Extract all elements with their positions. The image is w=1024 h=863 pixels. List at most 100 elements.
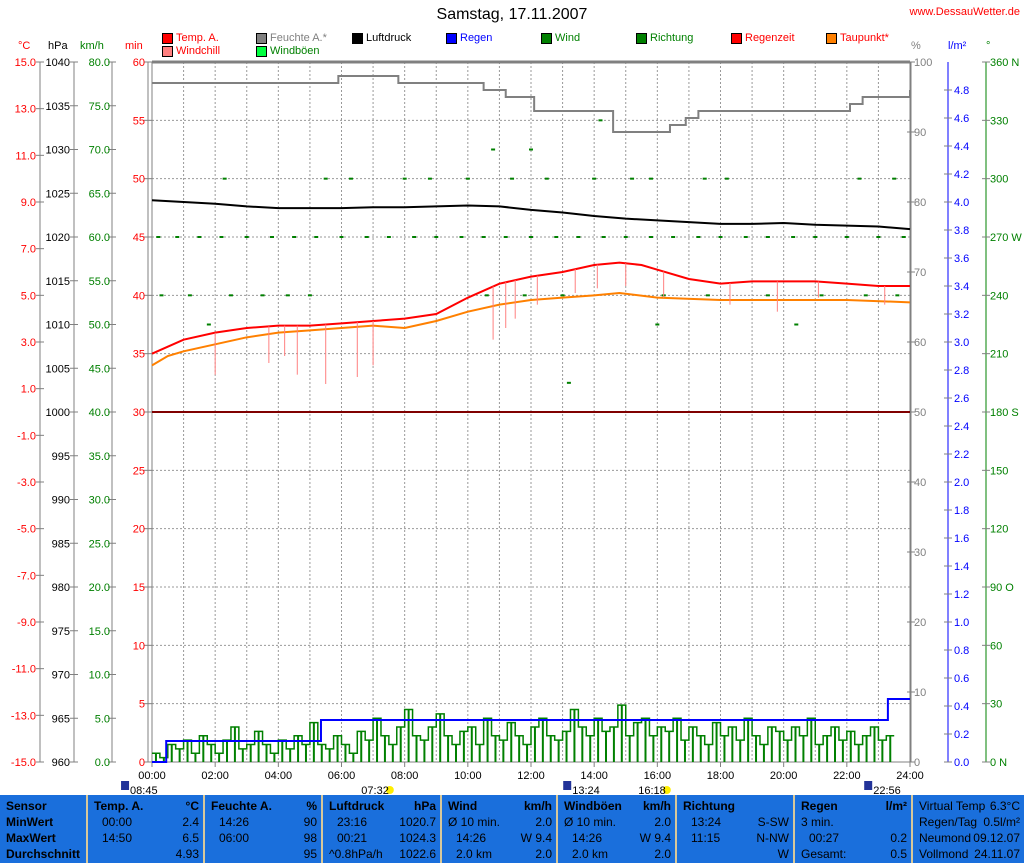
cell: 90 (303, 815, 317, 829)
direction-point (339, 236, 344, 238)
direction-point (364, 236, 369, 238)
unit-kmh: km/h (80, 40, 104, 52)
axis-tick-label-celsius: -7.0 (17, 570, 36, 582)
legend-swatch (446, 32, 457, 44)
x-tick-label: 00:00 (138, 770, 166, 782)
direction-point (175, 236, 180, 238)
direction-point (901, 236, 906, 238)
cell: 00:21 (337, 831, 368, 845)
axis-tick-label-hpa: 1040 (46, 57, 70, 69)
direction-point (314, 236, 319, 238)
axis-tick-label-percent: 80 (914, 197, 926, 209)
direction-point (655, 323, 660, 326)
axis-tick-label-kmh: 70.0 (89, 145, 110, 157)
sunset-icon (662, 786, 671, 794)
cell: °C (185, 799, 199, 813)
x-tick-label: 04:00 (265, 770, 293, 782)
axis-tick-label-percent: 0 (914, 757, 920, 769)
cell: MinWert (6, 815, 54, 829)
cell: 13:24 (691, 815, 722, 829)
direction-point (857, 177, 862, 180)
cell: 1024.3 (399, 831, 436, 845)
cell: Virtual Temp (919, 799, 986, 813)
moonrise-icon (563, 781, 572, 790)
axis-tick-label-percent: 60 (914, 337, 926, 349)
direction-point (630, 177, 635, 180)
direction-point (529, 236, 533, 238)
site-link[interactable]: www.DessauWetter.de (909, 6, 1020, 18)
cell: Feuchte A. (211, 799, 272, 813)
legend-item: Regenzeit (731, 32, 795, 44)
axis-tick-label-deg: 120 (990, 524, 1008, 536)
axis-tick-label-celsius: -1.0 (17, 430, 36, 442)
sun-moon-time: 16:18 (638, 785, 666, 795)
axis-tick-label-rain: 3.0 (954, 337, 969, 349)
direction-point (566, 381, 571, 384)
direction-point (197, 236, 202, 238)
cell: Gesamt: (801, 847, 847, 861)
axis-tick-label-kmh: 75.0 (89, 101, 110, 113)
legend-swatch (636, 32, 647, 44)
axis-tick-label-rain: 1.8 (954, 505, 969, 517)
axis-tick-label-celsius: 9.0 (21, 197, 36, 209)
cell: Temp. A. (94, 799, 144, 813)
legend-swatch (162, 45, 173, 57)
series-luftdruck (151, 199, 911, 231)
direction-point (285, 294, 290, 297)
axis-tick-label-hpa: 1035 (46, 101, 70, 113)
direction-point (244, 236, 249, 238)
legend-swatch (352, 32, 363, 44)
direction-point (813, 236, 818, 238)
cell: l/m² (885, 799, 907, 813)
x-tick-label: 06:00 (328, 770, 356, 782)
axis-tick-label-rain: 2.2 (954, 449, 969, 461)
axis-tick-label-hpa: 990 (52, 495, 70, 507)
axis-tick-label-percent: 20 (914, 617, 926, 629)
axis-tick-label-rain: 0.8 (954, 645, 969, 657)
legend-item: Taupunkt* (826, 32, 889, 44)
axis-tick-label-rain: 1.2 (954, 589, 969, 601)
axis-tick-label-rain: 3.6 (954, 253, 969, 265)
axis-tick-label-celsius: -11.0 (12, 664, 36, 676)
x-tick-label: 24:00 (896, 770, 924, 782)
direction-point (765, 236, 770, 238)
axis-tick-label-celsius: 5.0 (21, 290, 36, 302)
wind-line (152, 704, 895, 759)
axis-tick-label-hpa: 1005 (46, 363, 70, 375)
legend-swatch (256, 32, 267, 44)
cell: Neumond (919, 831, 972, 845)
direction-point (794, 323, 799, 326)
direction-point (222, 177, 227, 180)
direction-point (892, 177, 897, 180)
axis-tick-label-deg: 270 W (990, 232, 1022, 244)
axis-tick-label-min: 20 (133, 524, 145, 536)
axis-tick-label-rain: 2.6 (954, 393, 969, 405)
cell: 1020.7 (399, 815, 436, 829)
axis-tick-label-celsius: 7.0 (21, 244, 36, 256)
axis-tick-label-hpa: 1030 (46, 145, 70, 157)
x-tick-label: 20:00 (770, 770, 798, 782)
axis-tick-label-hpa: 960 (52, 757, 70, 769)
x-tick-label: 10:00 (454, 770, 482, 782)
axis-tick-label-deg: 180 S (990, 407, 1019, 419)
cell: 14:26 (456, 831, 487, 845)
axis-tick-label-celsius: -15.0 (11, 757, 36, 769)
cell: Ø 10 min. (564, 815, 617, 829)
cell: 95 (303, 847, 317, 861)
axis-tick-label-rain: 2.8 (954, 365, 969, 377)
cell: 98 (303, 831, 317, 845)
direction-point (819, 294, 824, 297)
x-tick-label: 14:00 (580, 770, 608, 782)
legend-label: Regenzeit (745, 32, 795, 44)
sunrise-icon (385, 786, 394, 794)
axis-tick-label-kmh: 55.0 (89, 276, 110, 288)
direction-point (206, 323, 211, 326)
direction-point (522, 294, 527, 297)
axis-tick-label-rain: 1.4 (954, 561, 969, 573)
direction-point (791, 236, 796, 238)
direction-point (529, 148, 533, 151)
axis-tick-label-hpa: 1025 (46, 188, 70, 200)
x-tick-label: 16:00 (644, 770, 672, 782)
wind-column: Wind km/h Ø 10 min. 2.0 14:26 W 9.4 2.0 km 2.0 (442, 795, 558, 863)
legend-label: Luftdruck (366, 32, 412, 44)
